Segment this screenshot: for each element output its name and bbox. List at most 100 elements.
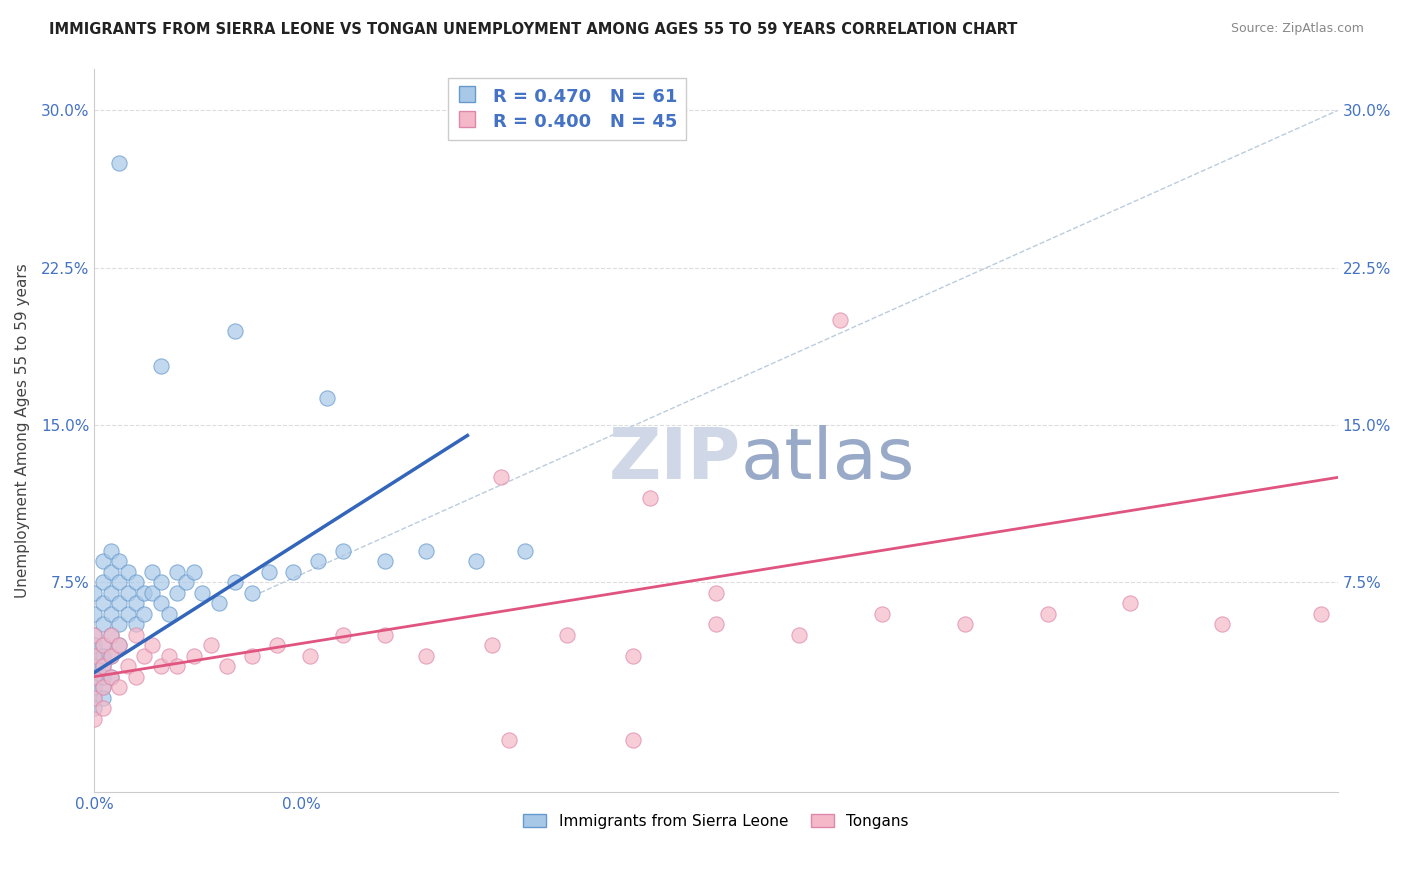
Point (157, 607, 180, 621)
Point (91, 617, 114, 632)
Point (91, 596, 114, 610)
Point (91, 659, 114, 673)
Point (83, 712, 105, 726)
Point (117, 565, 139, 579)
Point (125, 628, 148, 642)
Point (91, 648, 114, 663)
Point (315, 391, 337, 405)
Point (134, 648, 156, 663)
Point (498, 732, 520, 747)
Point (108, 575, 131, 590)
Point (108, 617, 131, 632)
Point (704, 617, 727, 632)
Point (83, 628, 105, 642)
Point (83, 701, 105, 715)
Point (157, 648, 180, 663)
Point (117, 586, 139, 600)
Point (621, 732, 644, 747)
Point (149, 359, 172, 374)
Point (240, 648, 263, 663)
Point (298, 648, 321, 663)
Point (515, 544, 537, 558)
Point (83, 690, 105, 705)
Point (125, 670, 148, 684)
Text: Source: ZipAtlas.com: Source: ZipAtlas.com (1230, 22, 1364, 36)
Point (307, 554, 329, 568)
Point (149, 596, 172, 610)
Point (83, 690, 105, 705)
Point (555, 628, 578, 642)
Point (283, 565, 305, 579)
Point (374, 554, 396, 568)
Point (200, 638, 222, 652)
Point (1036, 607, 1059, 621)
Point (208, 596, 231, 610)
Point (266, 638, 288, 652)
Point (638, 491, 661, 506)
Point (91, 701, 114, 715)
Point (83, 648, 105, 663)
Point (91, 659, 114, 673)
Point (91, 554, 114, 568)
Point (91, 680, 114, 694)
Point (91, 638, 114, 652)
Point (704, 586, 727, 600)
Point (1211, 617, 1233, 632)
Point (91, 638, 114, 652)
Point (374, 628, 396, 642)
Point (953, 617, 976, 632)
Point (183, 648, 205, 663)
Point (240, 586, 263, 600)
Point (108, 156, 131, 170)
Point (91, 670, 114, 684)
Point (787, 628, 810, 642)
Point (141, 565, 163, 579)
Point (100, 670, 122, 684)
Point (149, 575, 172, 590)
Point (1310, 607, 1333, 621)
Point (83, 659, 105, 673)
Point (191, 586, 214, 600)
Point (83, 680, 105, 694)
Point (83, 670, 105, 684)
Point (91, 690, 114, 705)
Point (166, 659, 188, 673)
Point (83, 648, 105, 663)
Point (489, 470, 512, 484)
Point (174, 575, 197, 590)
Point (332, 628, 354, 642)
Point (870, 607, 893, 621)
Point (83, 586, 105, 600)
Point (1119, 596, 1142, 610)
Point (415, 544, 437, 558)
Point (224, 324, 246, 338)
Point (83, 607, 105, 621)
Point (100, 586, 122, 600)
Legend: Immigrants from Sierra Leone, Tongans: Immigrants from Sierra Leone, Tongans (517, 807, 915, 835)
Point (134, 586, 156, 600)
Point (125, 596, 148, 610)
Point (481, 638, 503, 652)
Point (141, 638, 163, 652)
Point (91, 575, 114, 590)
Point (100, 648, 122, 663)
Point (125, 617, 148, 632)
Point (117, 659, 139, 673)
Text: IMMIGRANTS FROM SIERRA LEONE VS TONGAN UNEMPLOYMENT AMONG AGES 55 TO 59 YEARS CO: IMMIGRANTS FROM SIERRA LEONE VS TONGAN U… (49, 22, 1018, 37)
Point (217, 659, 239, 673)
Point (621, 648, 644, 663)
Text: atlas: atlas (741, 425, 915, 493)
Point (100, 565, 122, 579)
Point (100, 628, 122, 642)
Point (100, 670, 122, 684)
Point (100, 648, 122, 663)
Point (100, 544, 122, 558)
Point (166, 586, 188, 600)
Point (125, 575, 148, 590)
Point (108, 638, 131, 652)
Point (141, 586, 163, 600)
Y-axis label: Unemployment Among Ages 55 to 59 years: Unemployment Among Ages 55 to 59 years (15, 263, 30, 598)
Point (108, 554, 131, 568)
Text: ZIP: ZIP (609, 425, 741, 493)
Point (117, 607, 139, 621)
